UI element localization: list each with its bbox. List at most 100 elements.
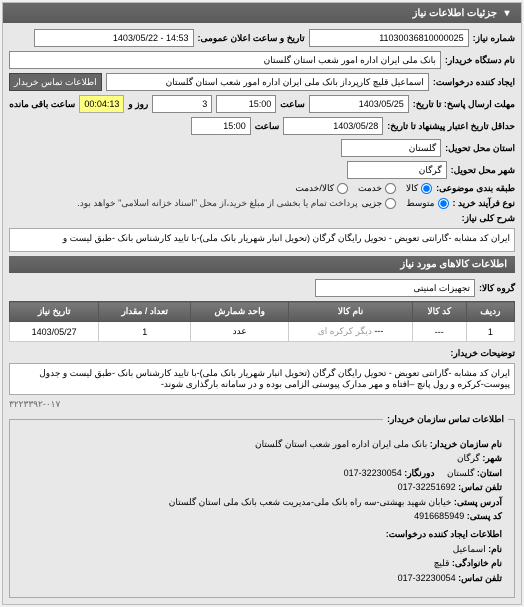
contact-org-label: نام سازمان خریدار:	[430, 439, 502, 449]
contact-section-title: اطلاعات تماس سازمان خریدار:	[383, 414, 508, 425]
contact-org: بانک ملی ایران اداره امور شعب استان گلست…	[255, 439, 427, 449]
col-qty: تعداد / مقدار	[99, 302, 191, 322]
row-validity: حداقل تاریخ اعتبار پیشنهاد تا تاریخ: 140…	[9, 117, 515, 135]
radio-kala-khedmat-label: کالا/خدمت	[295, 183, 334, 194]
contact-city: گرگان	[457, 453, 480, 463]
pub-datetime-value: 14:53 - 1403/05/22	[34, 29, 194, 47]
cell-qty: 1	[99, 322, 191, 342]
radio-kala-input[interactable]	[421, 183, 432, 194]
row-group-type: طبقه بندی موضوعی: کالا خدمت کالا/خدمت	[9, 183, 515, 194]
radio-partial[interactable]: جزیی	[362, 198, 397, 209]
cell-date: 1403/05/27	[10, 322, 99, 342]
response-deadline-label: مهلت ارسال پاسخ: تا تاریخ:	[413, 99, 515, 110]
col-unit: واحد شمارش	[191, 302, 289, 322]
contact-cphone-label: تلفن تماس:	[458, 573, 502, 583]
response-date: 1403/05/25	[309, 95, 409, 113]
goods-group-value: تجهیزات امنیتی	[315, 279, 475, 297]
radio-med-input[interactable]	[438, 198, 449, 209]
buyer-org-value: بانک ملی ایران اداره امور شعب استان گلست…	[9, 51, 441, 69]
row-creator: ایجاد کننده درخواست: اسماعیل قلیچ کارپرد…	[9, 73, 515, 91]
goods-table: ردیف کد کالا نام کالا واحد شمارش تعداد /…	[9, 301, 515, 342]
panel-body: شماره نیاز: 11030036810000025 تاریخ و سا…	[3, 23, 521, 604]
panel-header: ▾ جزئیات اطلاعات نیاز	[3, 3, 521, 23]
panel-title: جزئیات اطلاعات نیاز	[413, 8, 497, 19]
radio-kala-khedmat[interactable]: کالا/خدمت	[295, 183, 348, 194]
contact-fieldset: اطلاعات تماس سازمان خریدار: نام سازمان خ…	[9, 414, 515, 598]
radio-partial-input[interactable]	[385, 198, 396, 209]
contact-province-label: استان:	[477, 468, 502, 478]
radio-khedmat-label: خدمت	[358, 183, 382, 194]
contact-info-block: نام سازمان خریدار: بانک ملی ایران اداره …	[16, 431, 508, 591]
cell-name-main: ---	[374, 326, 383, 336]
contact-province: گلستان	[447, 468, 474, 478]
row-process-type: نوع فرآیند خرید : متوسط جزیی پرداخت تمام…	[9, 198, 515, 209]
buyer-org-label: نام دستگاه خریدار:	[445, 55, 515, 66]
province-label: استان محل تحویل:	[445, 143, 515, 154]
time-label-1: ساعت	[280, 99, 305, 110]
contact-phone: 32251692-017	[398, 482, 456, 492]
contact-fax: 32230054-017	[344, 468, 402, 478]
countdown-timer: 00:04:13	[79, 95, 124, 113]
radio-partial-label: جزیی	[362, 198, 383, 209]
contact-name: اسماعیل	[453, 544, 486, 554]
contact-cphone: 32230054-017	[398, 573, 456, 583]
remain-label: ساعت باقی مانده	[9, 99, 75, 110]
days-remaining: 3	[152, 95, 212, 113]
contact-city-label: شهر:	[482, 453, 502, 463]
group-type-label: طبقه بندی موضوعی:	[436, 183, 515, 194]
validity-date: 1403/05/28	[283, 117, 383, 135]
creator-section-title: اطلاعات ایجاد کننده درخواست:	[22, 527, 502, 541]
phone-footer: ۳۲۲۳۳۹۲-۰۱۷	[9, 399, 515, 410]
row-req-no: شماره نیاز: 11030036810000025 تاریخ و سا…	[9, 29, 515, 47]
cell-unit: عدد	[191, 322, 289, 342]
city-label: شهر محل تحویل:	[451, 165, 515, 176]
radio-med[interactable]: متوسط	[406, 198, 448, 209]
table-row[interactable]: 1 --- --- دیگر کرکره ای عدد 1 1403/05/27	[10, 322, 515, 342]
contact-name-label: نام:	[488, 544, 502, 554]
details-panel: ▾ جزئیات اطلاعات نیاز شماره نیاز: 110300…	[2, 2, 522, 605]
creator-label: ایجاد کننده درخواست:	[433, 77, 515, 88]
buyer-notes-label: توضیحات خریدار:	[450, 348, 515, 359]
process-note: پرداخت تمام یا بخشی از مبلغ خرید،از محل …	[77, 198, 357, 209]
validity-time: 15:00	[191, 117, 251, 135]
buyer-contact-button[interactable]: اطلاعات تماس خریدار	[9, 73, 102, 91]
col-name: نام کالا	[289, 302, 412, 322]
req-no-label: شماره نیاز:	[473, 33, 515, 44]
need-desc-text: ایران کد مشابه -گارانتی تعویض - تحویل را…	[9, 228, 515, 252]
contact-lname-label: نام خانوادگی:	[452, 558, 502, 568]
days-label: روز و	[128, 99, 148, 110]
req-no-value: 11030036810000025	[309, 29, 469, 47]
row-response-deadline: مهلت ارسال پاسخ: تا تاریخ: 1403/05/25 سا…	[9, 95, 515, 113]
response-time: 15:00	[216, 95, 276, 113]
radio-med-label: متوسط	[406, 198, 434, 209]
contact-phone-label: تلفن تماس:	[458, 482, 502, 492]
contact-postal-label: کد پستی:	[467, 511, 502, 521]
contact-lname: قلیچ	[434, 558, 450, 568]
row-buyer-notes: توضیحات خریدار: ایران کد مشابه -گارانتی …	[9, 348, 515, 395]
radio-kala-label: کالا	[406, 183, 418, 194]
buyer-notes-text: ایران کد مشابه -گارانتی تعویض - تحویل را…	[9, 363, 515, 395]
contact-fax-label: دورنگار:	[404, 468, 434, 478]
cell-code: ---	[412, 322, 466, 342]
collapse-icon[interactable]: ▾	[501, 7, 513, 19]
row-city: شهر محل تحویل: گرگان	[9, 161, 515, 179]
row-goods-group: گروه کالا: تجهیزات امنیتی	[9, 279, 515, 297]
contact-addr: خیابان شهید بهشتی-سه راه بانک ملی-مدیریت…	[169, 497, 452, 507]
radio-kala-khedmat-input[interactable]	[337, 183, 348, 194]
pub-datetime-label: تاریخ و ساعت اعلان عمومی:	[198, 33, 305, 44]
validity-label: حداقل تاریخ اعتبار پیشنهاد تا تاریخ:	[387, 121, 515, 132]
group-type-radios: کالا خدمت کالا/خدمت	[295, 183, 432, 194]
col-date: تاریخ نیاز	[10, 302, 99, 322]
creator-value: اسماعیل قلیچ کارپرداز بانک ملی ایران ادا…	[106, 73, 429, 91]
goods-group-label: گروه کالا:	[479, 283, 515, 294]
radio-kala[interactable]: کالا	[406, 183, 432, 194]
row-province: استان محل تحویل: گلستان	[9, 139, 515, 157]
radio-khedmat-input[interactable]	[385, 183, 396, 194]
col-row: ردیف	[466, 302, 514, 322]
radio-khedmat[interactable]: خدمت	[358, 183, 396, 194]
goods-section-title: اطلاعات کالاهای مورد نیاز	[9, 256, 515, 273]
contact-addr-label: آدرس پستی:	[454, 497, 502, 507]
time-label-2: ساعت	[255, 121, 280, 132]
city-value: گرگان	[347, 161, 447, 179]
row-buyer-org: نام دستگاه خریدار: بانک ملی ایران اداره …	[9, 51, 515, 69]
